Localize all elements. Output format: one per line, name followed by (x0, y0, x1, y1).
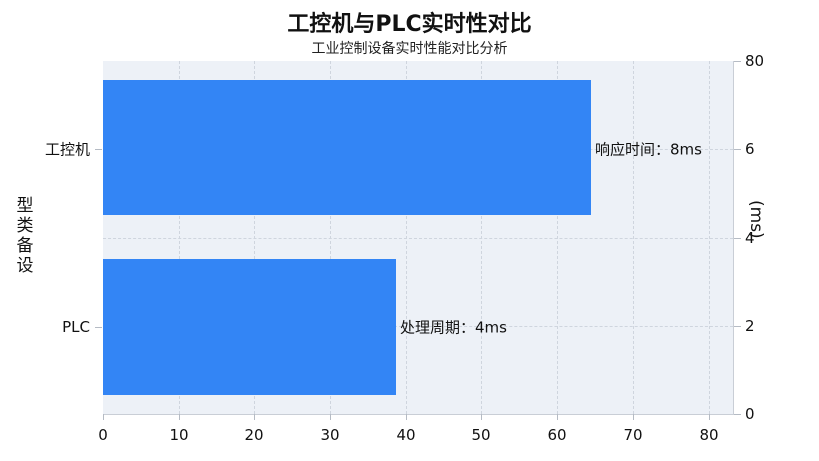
category-label: 工控机 (44, 140, 90, 159)
y2-tick-label: 0 (745, 405, 755, 423)
grid-line (709, 61, 710, 414)
x-tick-label: 50 (471, 426, 491, 444)
bar-plc (103, 259, 396, 395)
x-tick-label: 80 (699, 426, 719, 444)
y2-tick-label: 4 (745, 229, 755, 247)
grid-line (179, 61, 180, 414)
tick-mark (734, 149, 741, 150)
x-tick-label: 20 (244, 426, 264, 444)
x-tick-label: 30 (320, 426, 340, 444)
category-label: PLC (62, 318, 90, 336)
tick-mark (709, 414, 710, 420)
tick-mark (254, 414, 255, 420)
plot-area (103, 61, 734, 415)
grid-line (103, 326, 733, 327)
tick-mark (557, 414, 558, 420)
tick-mark (330, 414, 331, 420)
x-tick-label: 0 (98, 426, 108, 444)
grid-line (557, 61, 558, 414)
tick-mark (406, 414, 407, 420)
chart-title: 工控机与PLC实时性对比 (287, 12, 532, 37)
bar-industrial-pc (103, 80, 591, 215)
x-tick-label: 60 (547, 426, 567, 444)
tick-mark (95, 327, 102, 328)
x-tick-label: 10 (169, 426, 189, 444)
y2-tick-label: 80 (745, 52, 765, 70)
y-axis-label-char: 类 (16, 216, 34, 236)
y2-axis-label: (ms) (746, 200, 766, 239)
tick-mark (179, 414, 180, 420)
chart-subtitle: 工业控制设备实时性能对比分析 (311, 41, 508, 57)
y-axis-label-char: 型 (16, 196, 34, 216)
grid-line (254, 61, 255, 414)
tick-mark (734, 61, 741, 62)
bar-label-plc: 处理周期：4ms (400, 318, 507, 337)
y2-tick-label: 2 (745, 317, 755, 335)
tick-mark (734, 238, 741, 239)
tick-mark (103, 414, 104, 420)
tick-mark (734, 414, 741, 415)
tick-mark (734, 326, 741, 327)
tick-mark (633, 414, 634, 420)
grid-line (633, 61, 634, 414)
grid-line (103, 238, 733, 239)
y-axis-label-char: 设 (16, 256, 34, 276)
y-axis-label: 型 类 备 设 (14, 196, 36, 276)
grid-line (406, 61, 407, 414)
grid-line (330, 61, 331, 414)
tick-mark (95, 149, 102, 150)
tick-mark (481, 414, 482, 420)
x-tick-label: 70 (623, 426, 643, 444)
y-axis-label-char: 备 (16, 236, 34, 256)
y2-tick-label: 6 (745, 140, 755, 158)
x-tick-label: 40 (396, 426, 416, 444)
grid-line (481, 61, 482, 414)
bar-label-industrial-pc: 响应时间：8ms (595, 140, 702, 159)
